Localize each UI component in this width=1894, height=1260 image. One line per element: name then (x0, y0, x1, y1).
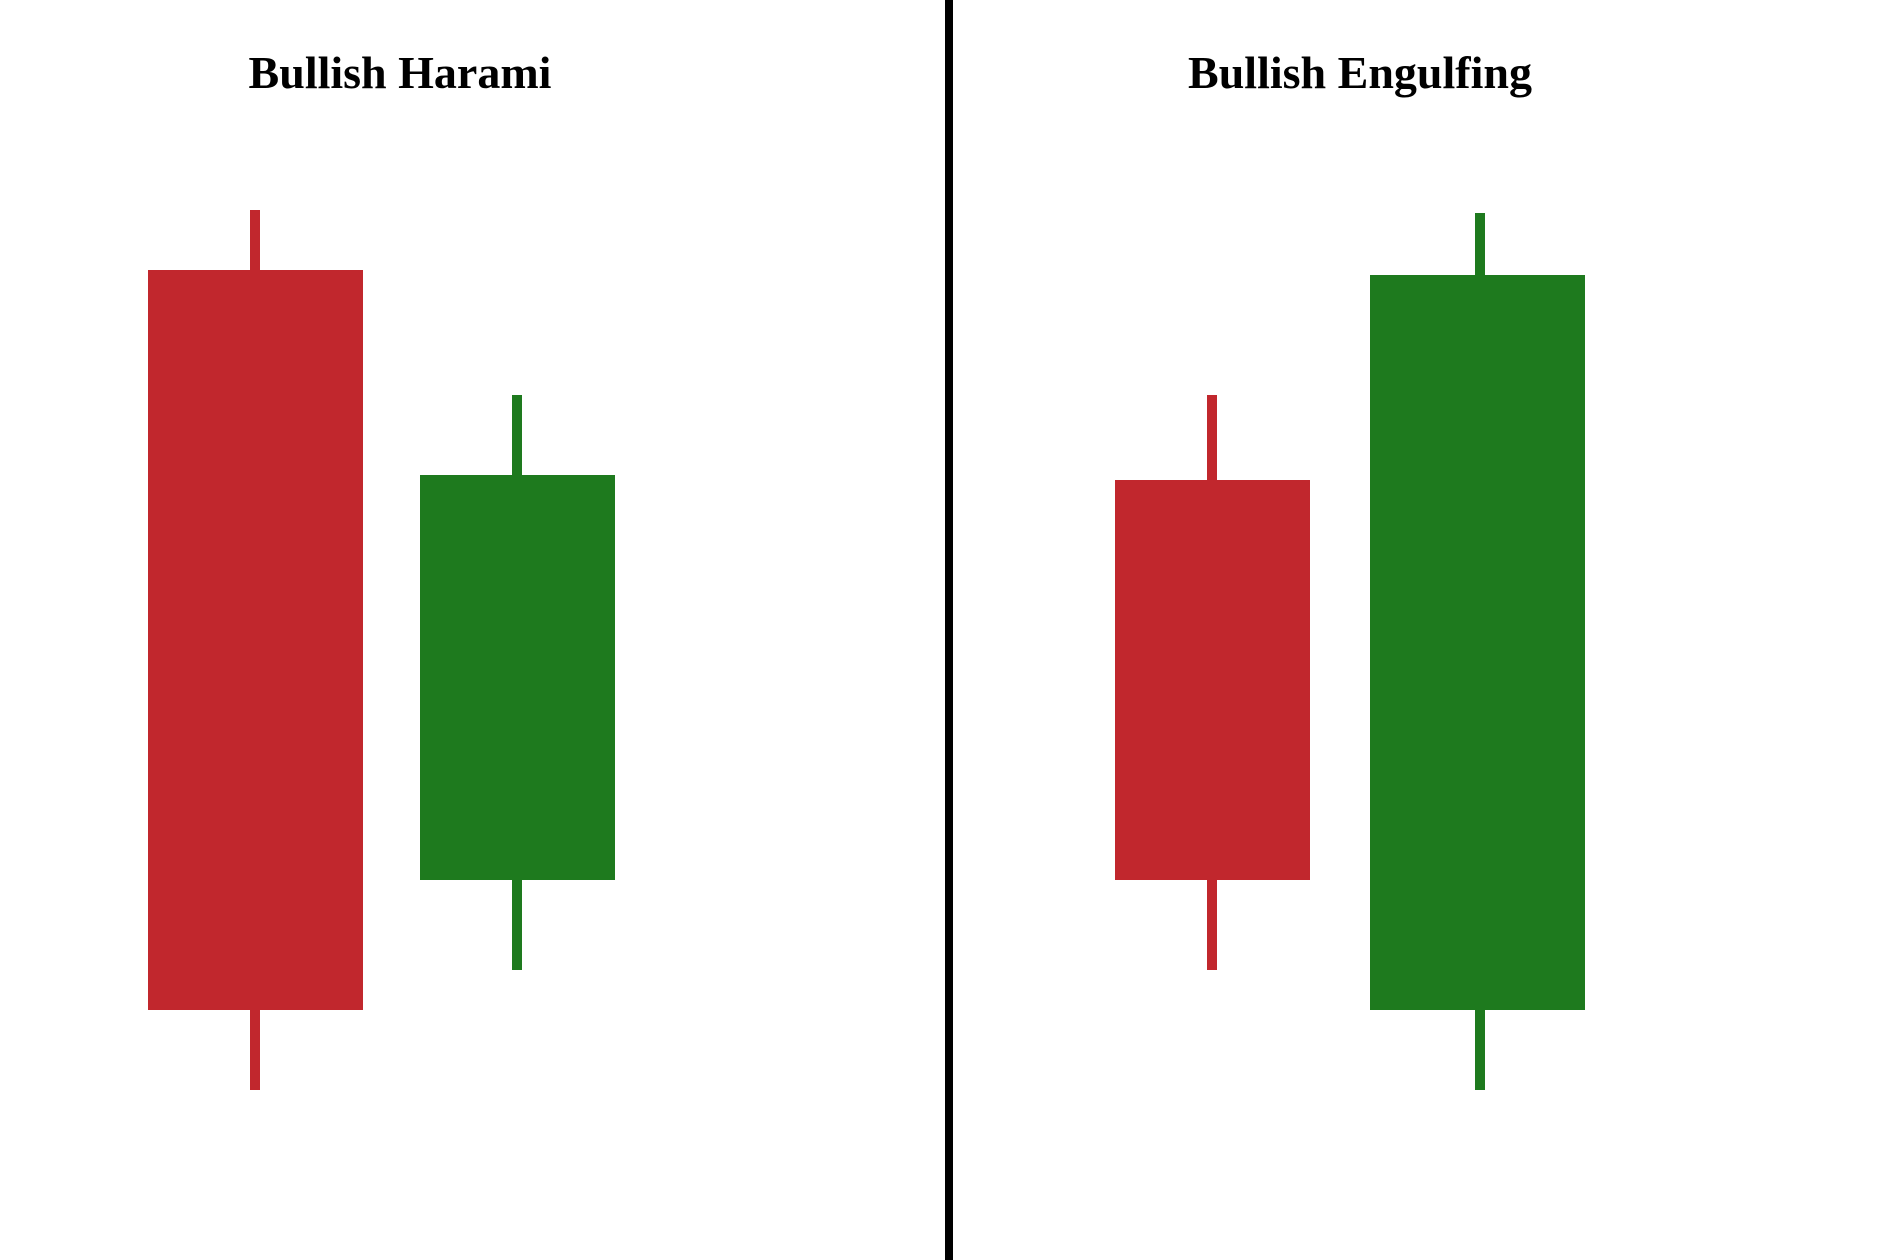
harami-green-body (420, 475, 615, 880)
engulfing-green-wick-top (1475, 213, 1485, 275)
engulfing-green-body (1370, 275, 1585, 1010)
harami-red-wick-top (250, 210, 260, 270)
harami-red-wick-bottom (250, 1010, 260, 1090)
harami-green-wick-bottom (512, 880, 522, 970)
engulfing-red-body (1115, 480, 1310, 880)
engulfing-red-wick-top (1207, 395, 1217, 480)
engulfing-green-wick-bottom (1475, 1010, 1485, 1090)
harami-green-wick-top (512, 395, 522, 475)
harami-red-body (148, 270, 363, 1010)
center-divider (945, 0, 953, 1260)
title-bullish-harami: Bullish Harami (249, 46, 552, 99)
engulfing-red-wick-bottom (1207, 880, 1217, 970)
diagram-canvas: Bullish Harami Bullish Engulfing (0, 0, 1894, 1260)
title-bullish-engulfing: Bullish Engulfing (1188, 46, 1532, 99)
